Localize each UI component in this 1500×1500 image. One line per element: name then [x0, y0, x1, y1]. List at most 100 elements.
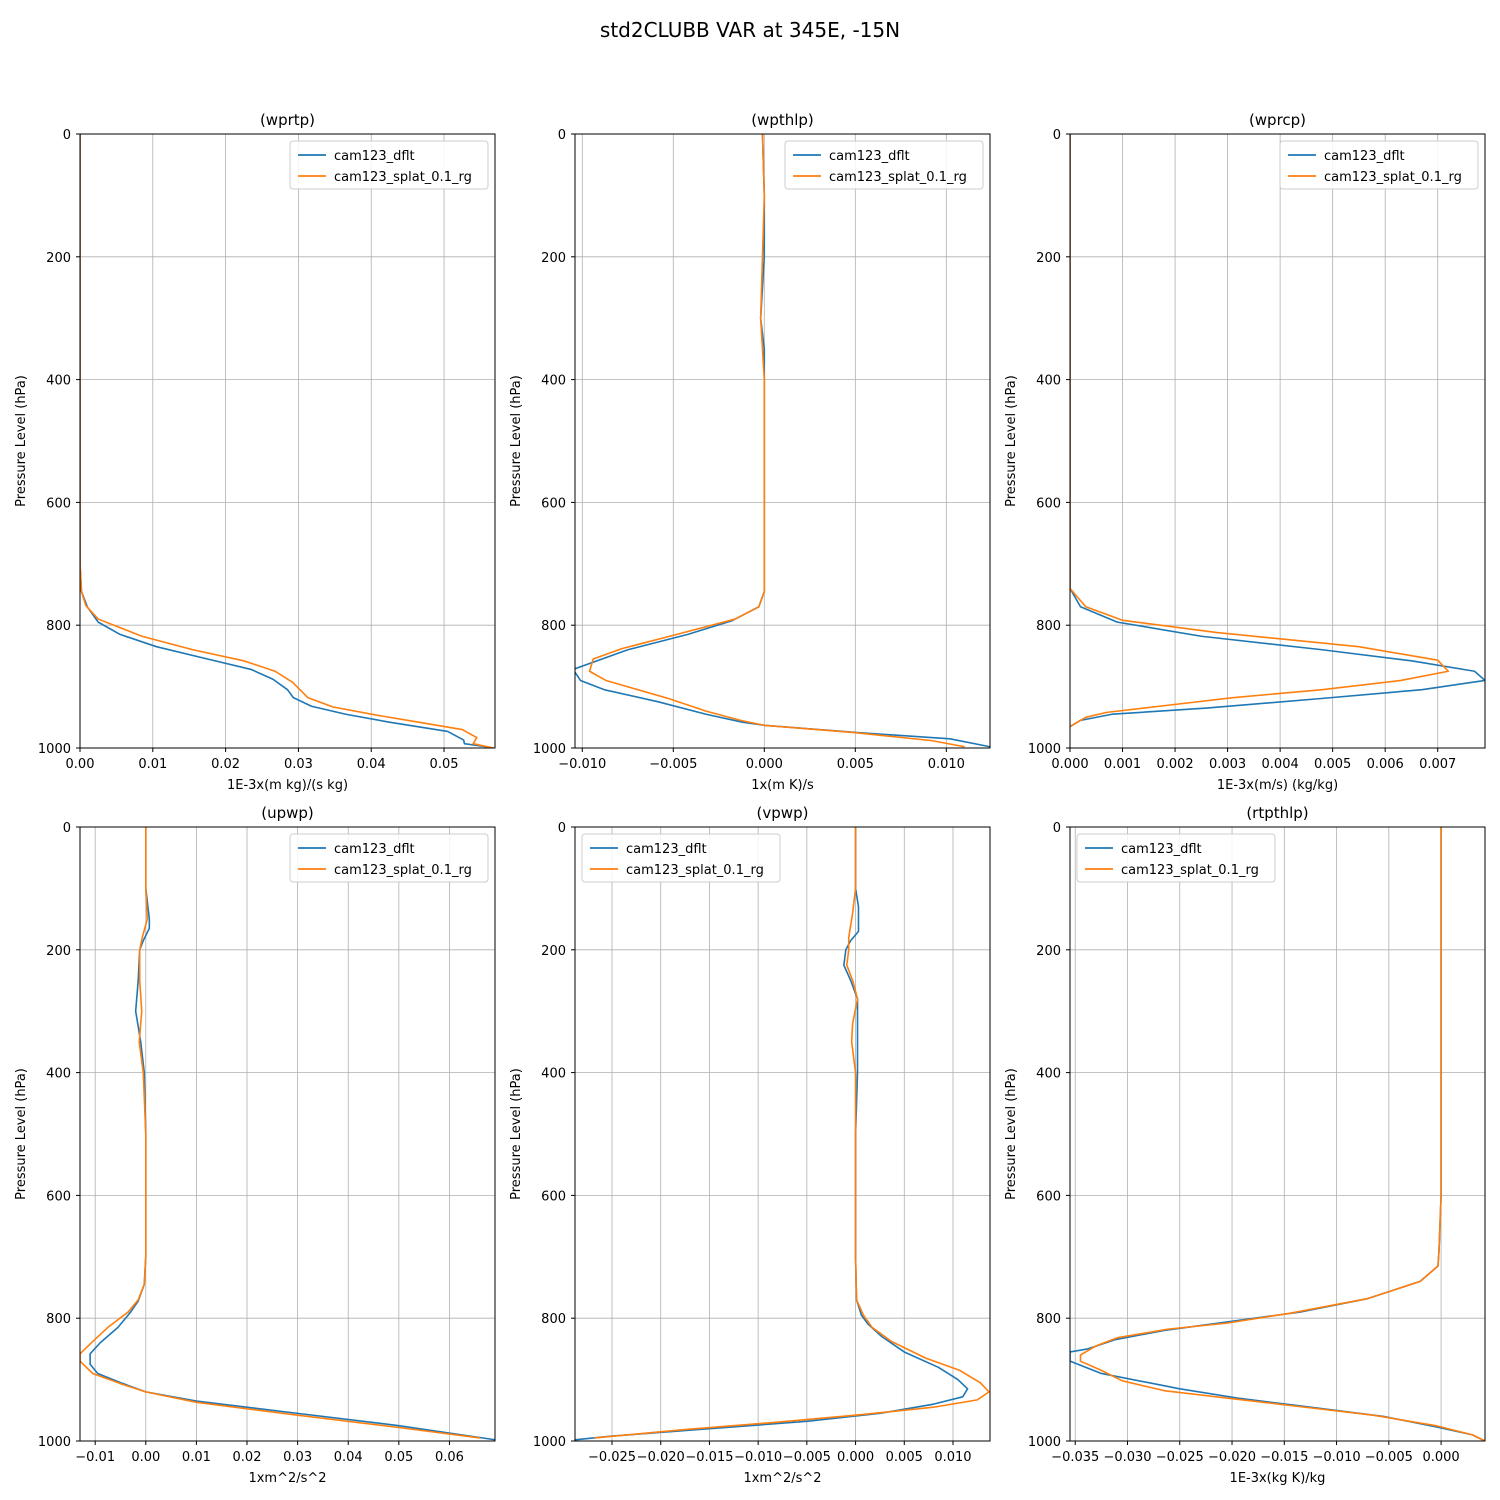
panel-6: −0.035 −0.030 −0.025 −0.020 −0.015 −0.010 −0.0…: [1004, 804, 1486, 1486]
legend: cam123_dflt cam123_splat_0.1_rg: [1279, 140, 1479, 190]
series-line-2: [594, 827, 990, 1439]
panel-4: −0.01 0.00 0.01 0.02 0.03 0.04 0.05 0.06 0 200 400…: [14, 804, 496, 1486]
y-tick-label: 600: [541, 496, 566, 511]
x-tick-label: 0.000: [1051, 757, 1088, 772]
x-tick-label: −0.005: [1365, 1450, 1413, 1465]
plot-frame: [79, 133, 496, 749]
x-tick-label: −0.035: [1051, 1450, 1099, 1465]
panel-title: (wprcp): [1249, 111, 1306, 129]
y-tick-label: 400: [541, 1067, 566, 1082]
legend-box: [1076, 833, 1276, 883]
y-tick-label: 600: [541, 1189, 566, 1204]
x-tick-label: 0.03: [284, 757, 313, 772]
x-axis-label: 1xm^2/s^2: [743, 1471, 821, 1486]
legend-box: [1279, 140, 1479, 190]
legend-box: [581, 833, 781, 883]
y-tick-label: 0: [558, 821, 566, 836]
x-tick-label: 0.000: [1422, 1450, 1459, 1465]
y-tick-label: 400: [46, 1067, 71, 1082]
x-tick-label: 0.005: [886, 1450, 923, 1465]
legend-box: [784, 140, 984, 190]
y-axis-label: Pressure Level (hPa): [1004, 375, 1019, 507]
x-axis-label: 1E-3x(kg K)/kg: [1230, 1471, 1326, 1486]
series-line-2: [1079, 827, 1485, 1441]
plot-frame: [1069, 826, 1486, 1442]
legend: cam123_dflt cam123_splat_0.1_rg: [289, 833, 489, 883]
x-tick-label: 0.00: [131, 1450, 160, 1465]
x-tick-label: 0.00: [66, 757, 95, 772]
legend: cam123_dflt cam123_splat_0.1_rg: [289, 140, 489, 190]
x-tick-label: 0.03: [283, 1450, 312, 1465]
y-tick-label: 0: [63, 821, 71, 836]
x-tick-label: −0.015: [685, 1450, 733, 1465]
y-tick-label: 0: [558, 128, 566, 143]
figure-suptitle: std2CLUBB VAR at 345E, -15N: [600, 18, 900, 42]
x-tick-label: 0.005: [837, 757, 874, 772]
legend: cam123_dflt cam123_splat_0.1_rg: [1076, 833, 1276, 883]
x-tick-label: 0.01: [182, 1450, 211, 1465]
legend-label-2: cam123_splat_0.1_rg: [334, 170, 472, 185]
y-tick-label: 1000: [533, 1435, 566, 1450]
legend-label-1: cam123_dflt: [334, 842, 415, 857]
x-tick-label: −0.010: [734, 1450, 782, 1465]
y-tick-label: 200: [541, 944, 566, 959]
y-axis-label: Pressure Level (hPa): [509, 375, 524, 507]
legend-label-1: cam123_dflt: [1324, 149, 1405, 164]
x-tick-label: −0.005: [783, 1450, 831, 1465]
legend-label-2: cam123_splat_0.1_rg: [829, 170, 967, 185]
legend-box: [289, 140, 489, 190]
series-line-2: [1070, 134, 1450, 728]
x-tick-label: 0.003: [1209, 757, 1246, 772]
panel-title: (wpthlp): [751, 111, 814, 129]
y-tick-label: 800: [541, 619, 566, 634]
legend-label-1: cam123_dflt: [829, 149, 910, 164]
y-tick-label: 800: [541, 1312, 566, 1327]
y-tick-label: 1000: [1028, 1435, 1061, 1450]
panel-3: 0.000 0.001 0.002 0.003 0.004 0.005 0.006 0.007…: [1004, 111, 1486, 793]
x-tick-label: 0.006: [1367, 757, 1404, 772]
x-tick-label: 0.010: [928, 757, 965, 772]
y-tick-label: 800: [1036, 619, 1061, 634]
y-tick-label: 600: [1036, 496, 1061, 511]
x-tick-label: 0.06: [435, 1450, 464, 1465]
y-tick-label: 400: [1036, 374, 1061, 389]
panel-title: (vpwp): [757, 804, 809, 822]
x-tick-label: 0.004: [1262, 757, 1299, 772]
y-tick-label: 800: [46, 619, 71, 634]
y-tick-label: 1000: [38, 742, 71, 757]
x-tick-label: −0.010: [558, 757, 606, 772]
y-tick-label: 400: [46, 374, 71, 389]
panel-title: (wprtp): [260, 111, 315, 129]
panel-5: −0.025 −0.020 −0.015 −0.010 −0.005 0.000 0.005…: [509, 804, 991, 1486]
legend-label-2: cam123_splat_0.1_rg: [626, 863, 764, 878]
y-axis-label: Pressure Level (hPa): [1004, 1068, 1019, 1200]
panel-2: −0.010 −0.005 0.000 0.005 0.010 0 200 400 600 800…: [509, 111, 991, 793]
y-tick-label: 400: [541, 374, 566, 389]
x-tick-label: −0.025: [588, 1450, 636, 1465]
x-tick-label: 0.002: [1156, 757, 1193, 772]
x-tick-label: 0.010: [934, 1450, 971, 1465]
panel-title: (rtpthlp): [1246, 804, 1308, 822]
legend: cam123_dflt cam123_splat_0.1_rg: [581, 833, 781, 883]
legend-box: [289, 833, 489, 883]
y-tick-label: 200: [46, 944, 71, 959]
x-axis-label: 1xm^2/s^2: [248, 1471, 326, 1486]
y-tick-label: 200: [1036, 944, 1061, 959]
x-tick-label: 0.04: [334, 1450, 363, 1465]
y-axis-label: Pressure Level (hPa): [14, 1068, 29, 1200]
plot-frame: [574, 826, 991, 1442]
panel-title: (upwp): [261, 804, 314, 822]
y-tick-label: 0: [63, 128, 71, 143]
x-tick-label: 0.02: [211, 757, 240, 772]
series-line-2: [80, 827, 480, 1439]
legend-label-1: cam123_dflt: [1121, 842, 1202, 857]
x-tick-label: −0.015: [1260, 1450, 1308, 1465]
x-tick-label: 0.007: [1419, 757, 1456, 772]
y-tick-label: 800: [46, 1312, 71, 1327]
legend-label-1: cam123_dflt: [626, 842, 707, 857]
y-tick-label: 0: [1053, 821, 1061, 836]
x-tick-label: 0.000: [746, 757, 783, 772]
x-axis-label: 1x(m K)/s: [751, 778, 814, 793]
